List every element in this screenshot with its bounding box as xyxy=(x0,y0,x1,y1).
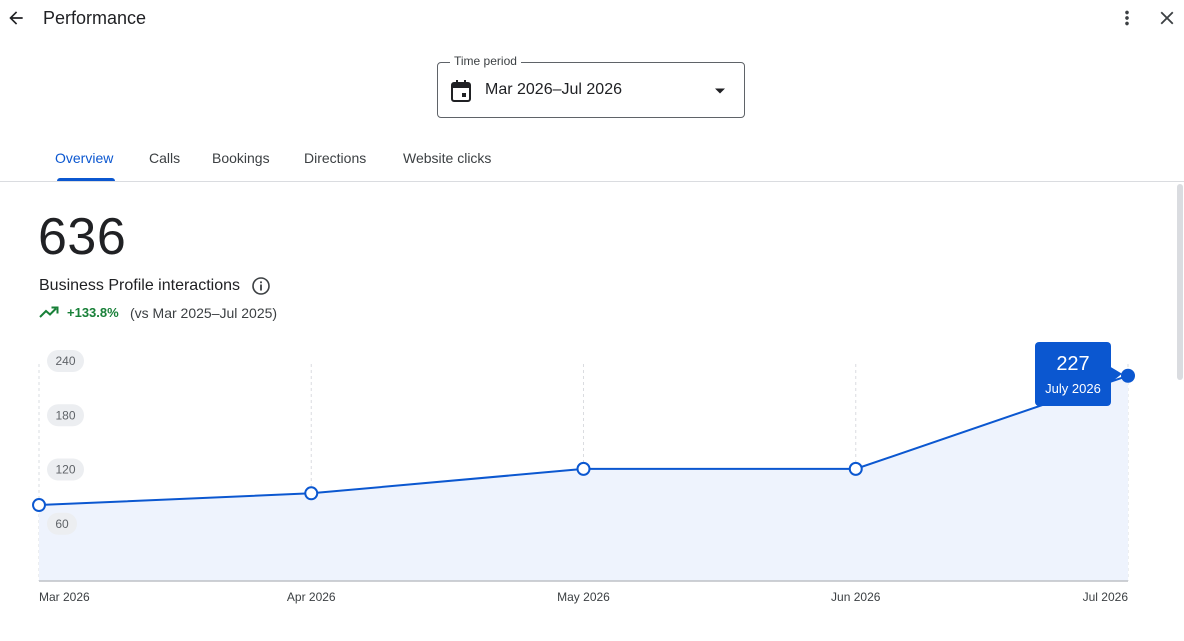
tooltip-pointer xyxy=(1109,366,1122,384)
calendar-icon xyxy=(451,80,471,102)
info-icon[interactable] xyxy=(251,276,271,296)
change-percentage: +133.8% xyxy=(67,305,119,320)
y-tick-pill xyxy=(47,512,77,535)
y-tick-pill xyxy=(47,350,84,372)
y-tick-pill xyxy=(47,458,84,481)
time-period-select[interactable]: Time period Mar 2026–Jul 2026 xyxy=(437,54,745,118)
tab-bookings[interactable]: Bookings xyxy=(212,150,270,166)
time-period-label: Time period xyxy=(450,54,521,68)
data-point xyxy=(576,461,591,476)
time-period-value: Mar 2026–Jul 2026 xyxy=(485,81,622,98)
y-tick-label: 120 xyxy=(55,463,75,477)
y-tick-label: 180 xyxy=(55,408,75,422)
back-button[interactable] xyxy=(4,6,28,30)
scrollbar-thumb[interactable] xyxy=(1177,184,1183,380)
tab-calls[interactable]: Calls xyxy=(149,150,181,166)
more-options-button[interactable] xyxy=(1115,6,1139,30)
x-tick-label: Apr 2026 xyxy=(287,590,336,604)
tab-website-clicks[interactable]: Website clicks xyxy=(403,150,492,166)
metric-label: Business Profile interactions xyxy=(39,277,240,294)
x-tick-label: Jun 2026 xyxy=(831,590,881,604)
data-point xyxy=(32,498,46,513)
tooltip-value: 227 xyxy=(1056,353,1089,375)
trending-up-icon xyxy=(39,306,59,318)
data-point xyxy=(304,486,319,501)
x-tick-label: May 2026 xyxy=(557,590,610,604)
active-tab-indicator xyxy=(57,178,115,181)
tooltip-label: July 2026 xyxy=(1045,381,1101,396)
close-icon xyxy=(1160,11,1174,25)
arrow-back-icon xyxy=(9,11,23,25)
top-bar: Performance xyxy=(0,0,1184,38)
y-tick-label: 240 xyxy=(55,354,75,368)
comparison-period: (vs Mar 2025–Jul 2025) xyxy=(130,305,278,321)
tab-bar: Overview Calls Bookings Directions Websi… xyxy=(0,136,1184,182)
more-vert-icon xyxy=(1125,10,1129,26)
tab-overview[interactable]: Overview xyxy=(55,150,114,166)
data-point xyxy=(848,461,863,476)
tab-directions[interactable]: Directions xyxy=(304,150,367,166)
y-tick-pill xyxy=(47,404,84,427)
close-button[interactable] xyxy=(1155,6,1179,30)
data-point xyxy=(1121,368,1135,383)
x-tick-label: Jul 2026 xyxy=(1083,590,1129,604)
chart-area-fill xyxy=(39,375,1128,581)
interactions-chart: 60 120 180 240 227 July 2026 Mar 2026 Apr 202… xyxy=(32,342,1135,604)
total-interactions-value: 636 xyxy=(38,208,127,266)
page-title: Performance xyxy=(43,8,147,28)
arrow-drop-down-icon xyxy=(715,88,725,94)
x-tick-label: Mar 2026 xyxy=(39,590,90,604)
y-tick-label: 60 xyxy=(55,517,69,531)
tooltip-box xyxy=(1035,342,1111,406)
